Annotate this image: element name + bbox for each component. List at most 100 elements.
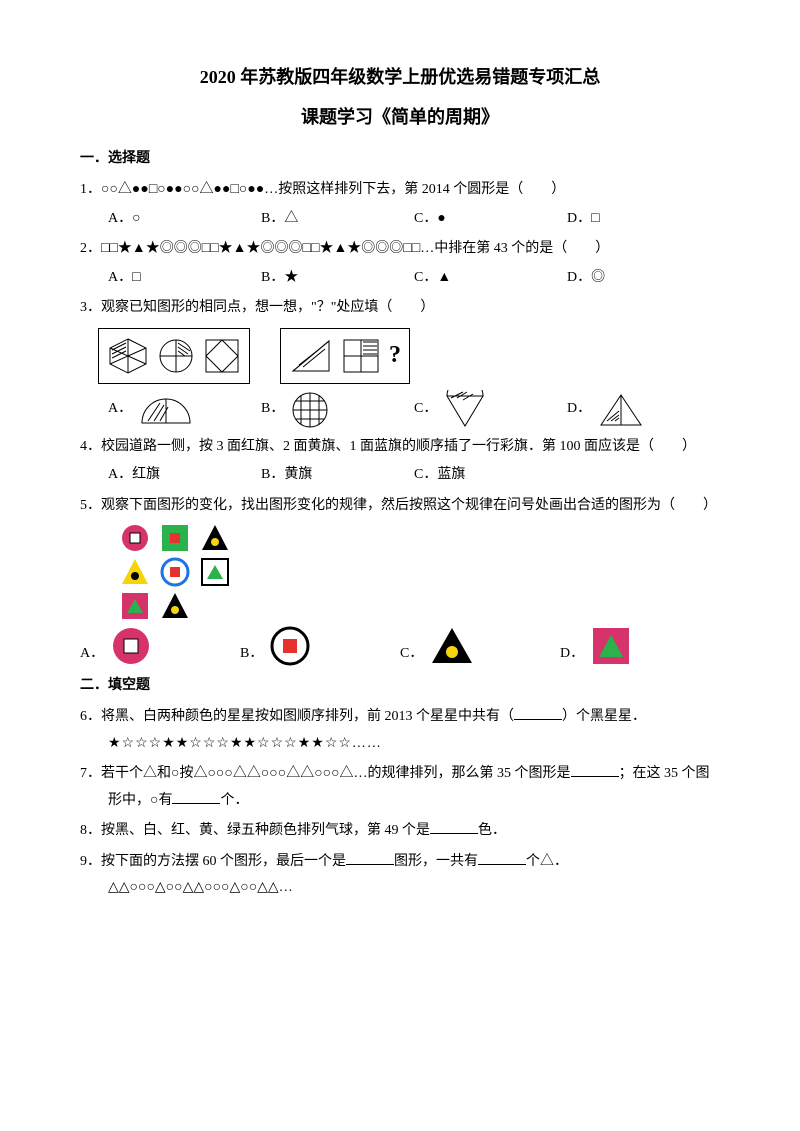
question-7: 7．若干个△和○按△○○○△△○○○△△○○○△…的规律排列，那么第 35 个图…	[80, 761, 720, 814]
question-1: 1．○○△●●□○●●○○△●●□○●●…按照这样排列下去，第 2014 个圆形…	[80, 177, 720, 232]
q9-pattern: △△○○○△○○△△○○○△○○△△…	[108, 875, 720, 902]
q5-a-label: A．	[80, 641, 104, 668]
q9-text-a: 9．按下面的方法摆 60 个图形，最后一个是	[80, 854, 346, 869]
section-1-header: 一．选择题	[80, 146, 720, 173]
black-triangle-yellow-circle-icon	[200, 523, 230, 553]
yellow-triangle-black-circle-icon	[120, 557, 150, 587]
q4-option-c: C．蓝旗	[414, 462, 567, 489]
black-square-green-triangle-icon	[200, 557, 230, 587]
q2-option-d: D．◎	[567, 265, 720, 292]
q3-box-left	[98, 328, 250, 384]
q1-option-d: D．□	[567, 206, 720, 233]
question-7-line-1: 7．若干个△和○按△○○○△△○○○△△○○○△…的规律排列，那么第 35 个图…	[80, 761, 720, 788]
question-3-options: A． B． C． D．	[108, 390, 720, 430]
q4-option-a: A．红旗	[108, 462, 261, 489]
q5-d-label: D．	[560, 641, 584, 668]
q5-option-b: B．	[240, 625, 400, 667]
q5-option-a: A．	[80, 625, 240, 667]
q5-option-c: C．	[400, 625, 560, 667]
page: 2020 年苏教版四年级数学上册优选易错题专项汇总 课题学习《简单的周期》 一．…	[0, 0, 800, 1131]
title-line-2: 课题学习《简单的周期》	[80, 100, 720, 134]
blank-input[interactable]	[514, 705, 562, 720]
black-triangle-yellow-circle-icon	[160, 591, 190, 621]
triangle-hatched-icon	[597, 391, 645, 429]
question-5-grid	[120, 523, 720, 621]
blank-input[interactable]	[430, 819, 478, 834]
magenta-circle-white-square-icon	[120, 523, 150, 553]
diamond-hatched-icon	[443, 390, 487, 430]
blank-input[interactable]	[172, 789, 220, 804]
black-triangle-yellow-circle-icon	[429, 625, 475, 667]
question-3: 3．观察已知图形的相同点，想一想，"？"处应填（ ） ? A． B．	[80, 295, 720, 429]
question-4-options: A．红旗 B．黄旗 C．蓝旗	[108, 462, 720, 489]
blank-input[interactable]	[478, 850, 526, 865]
q3-option-d: D．	[567, 391, 720, 429]
green-square-red-square-icon	[160, 523, 190, 553]
q5-option-d: D．	[560, 625, 720, 667]
q5-c-label: C．	[400, 641, 423, 668]
q7-text-a: 7．若干个△和○按△○○○△△○○○△△○○○△…的规律排列，那么第 35 个图…	[80, 766, 571, 781]
q7-line2-a: 形中，○有	[108, 793, 172, 808]
question-7-line-2: 形中，○有 个．	[108, 788, 720, 815]
section-2-header: 二．填空题	[80, 673, 720, 700]
circle-cross-icon	[157, 337, 195, 375]
question-3-text: 3．观察已知图形的相同点，想一想，"？"处应填（ ）	[80, 295, 720, 322]
q3-box-right: ?	[280, 328, 410, 384]
question-mark-icon: ?	[389, 333, 401, 379]
question-5: 5．观察下面图形的变化，找出图形变化的规律，然后按照这个规律在问号处画出合适的图…	[80, 493, 720, 668]
question-9-text: 9．按下面的方法摆 60 个图形，最后一个是 图形，一共有 个△．	[80, 849, 720, 876]
question-6: 6．将黑、白两种颜色的星星按如图顺序排列，前 2013 个星星中共有（ ）个黑星星…	[80, 704, 720, 757]
q7-text-b: ；在这 35 个图	[619, 766, 710, 781]
question-2-options: A．□ B．★ C．▲ D．◎	[108, 265, 720, 292]
q6-text-a: 6．将黑、白两种颜色的星星按如图顺序排列，前 2013 个星星中共有（	[80, 709, 514, 724]
question-5-options: A． B． C． D．	[80, 625, 720, 667]
q6-text-b: ）个黑星星．	[562, 709, 646, 724]
q5-grid-row-3	[120, 591, 720, 621]
q2-option-a: A．□	[108, 265, 261, 292]
question-8: 8．按黑、白、红、黄、绿五种颜色排列气球，第 49 个是 色．	[80, 818, 720, 845]
question-2: 2．□□★▲★◎◎◎□□★▲★◎◎◎□□★▲★◎◎◎□□…中排在第 43 个的是…	[80, 236, 720, 291]
q1-option-c: C．●	[414, 206, 567, 233]
magenta-square-green-triangle-icon	[590, 625, 632, 667]
question-1-text: 1．○○△●●□○●●○○△●●□○●●…按照这样排列下去，第 2014 个圆形…	[80, 177, 720, 204]
title-line-1: 2020 年苏教版四年级数学上册优选易错题专项汇总	[80, 60, 720, 94]
question-4-text: 4．校园道路一侧，按 3 面红旗、2 面黄旗、1 面蓝旗的顺序插了一行彩旗．第 …	[80, 434, 720, 461]
q2-option-c: C．▲	[414, 265, 567, 292]
white-circle-red-square-icon	[269, 625, 311, 667]
blank-input[interactable]	[346, 850, 394, 865]
q3-d-label: D．	[567, 396, 591, 423]
q5-grid-row-1	[120, 523, 720, 553]
blank-input[interactable]	[571, 762, 619, 777]
blue-circle-red-square-icon	[160, 557, 190, 587]
q8-text-b: 色．	[478, 823, 506, 838]
question-4: 4．校园道路一侧，按 3 面红旗、2 面黄旗、1 面蓝旗的顺序插了一行彩旗．第 …	[80, 434, 720, 489]
question-9: 9．按下面的方法摆 60 个图形，最后一个是 图形，一共有 个△． △△○○○△○○…	[80, 849, 720, 902]
circle-grid-icon	[290, 390, 330, 430]
square-hatched-icon	[341, 337, 381, 375]
q3-option-b: B．	[261, 390, 414, 430]
q3-c-label: C．	[414, 396, 437, 423]
semicircle-hatched-icon	[138, 393, 194, 427]
square-diamond-icon	[203, 337, 241, 375]
q6-star-pattern: ★☆☆☆★★☆☆☆★★☆☆☆★★☆☆……	[108, 731, 720, 758]
q3-option-a: A．	[108, 393, 261, 427]
q5-b-label: B．	[240, 641, 263, 668]
question-5-text: 5．观察下面图形的变化，找出图形变化的规律，然后按照这个规律在问号处画出合适的图…	[80, 493, 720, 520]
question-3-puzzle: ?	[98, 328, 720, 384]
q7-line2-b: 个．	[220, 793, 248, 808]
q1-option-a: A．○	[108, 206, 261, 233]
question-mark-placeholder-icon	[200, 591, 230, 621]
q5-grid-row-2	[120, 557, 720, 587]
hexagon-hatched-icon	[107, 337, 149, 375]
magenta-circle-white-square-icon	[110, 625, 152, 667]
q3-option-c: C．	[414, 390, 567, 430]
q8-text-a: 8．按黑、白、红、黄、绿五种颜色排列气球，第 49 个是	[80, 823, 430, 838]
q2-option-b: B．★	[261, 265, 414, 292]
question-1-options: A．○ B．△ C．● D．□	[108, 206, 720, 233]
q4-option-b: B．黄旗	[261, 462, 414, 489]
q9-text-b: 图形，一共有	[394, 854, 478, 869]
q3-b-label: B．	[261, 396, 284, 423]
question-6-text: 6．将黑、白两种颜色的星星按如图顺序排列，前 2013 个星星中共有（ ）个黑星星…	[80, 704, 720, 731]
triangle-shaded-icon	[289, 337, 333, 375]
q9-text-c: 个△．	[526, 854, 568, 869]
